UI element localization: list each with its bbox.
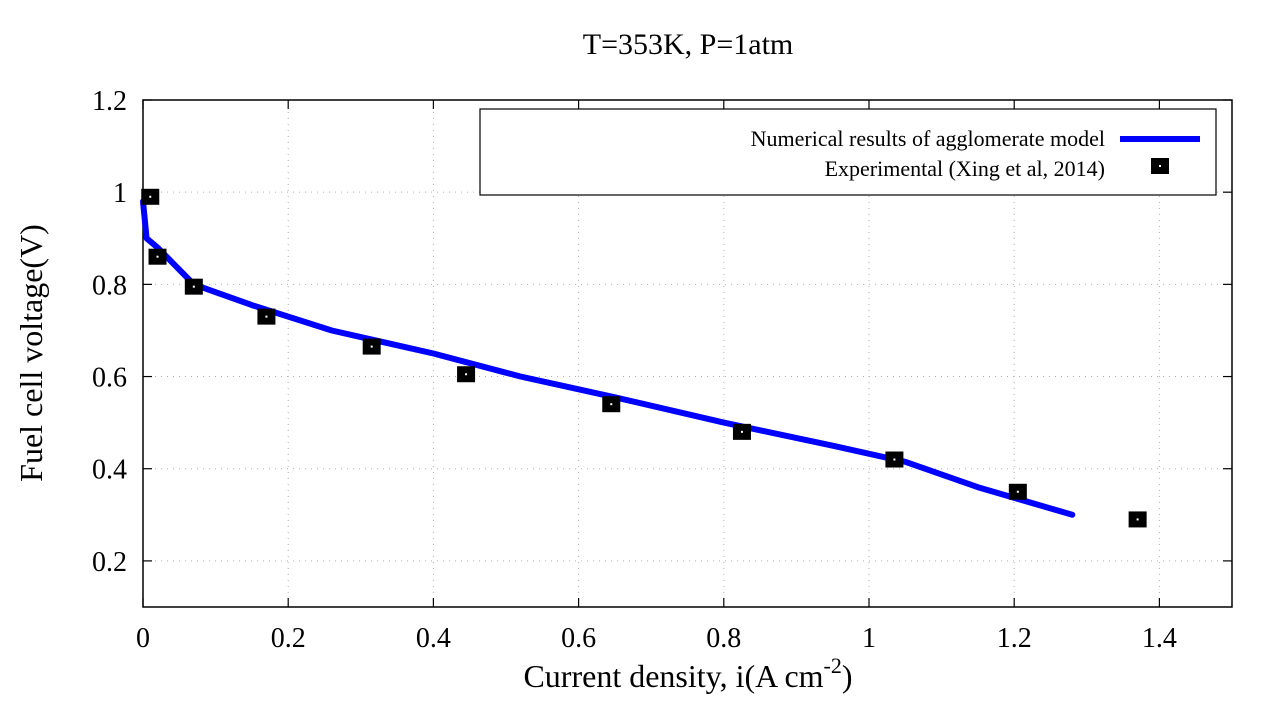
x-tick-label: 0.2 <box>271 623 306 654</box>
data-point-center <box>1136 518 1139 521</box>
data-point-center <box>265 315 268 318</box>
legend-swatch-experimental-dot <box>1159 165 1161 167</box>
x-tick-label: 1.4 <box>1142 623 1177 654</box>
data-point-center <box>156 255 159 258</box>
series-line-numerical <box>140 198 1076 518</box>
legend: Numerical results of agglomerate model E… <box>479 108 1217 196</box>
x-tick-label: 0 <box>136 623 150 654</box>
y-tick-label: 0.4 <box>92 455 127 486</box>
legend-label-numerical: Numerical results of agglomerate model <box>751 126 1105 151</box>
data-point-center <box>740 430 743 433</box>
chart-title: T=353K, P=1atm <box>583 28 794 61</box>
data-point-center <box>192 285 195 288</box>
x-tick-label: 0.8 <box>706 623 741 654</box>
data-point-center <box>370 345 373 348</box>
data-point-center <box>1016 490 1019 493</box>
legend-label-experimental: Experimental (Xing et al, 2014) <box>825 156 1105 181</box>
y-tick-label: 0.6 <box>92 363 127 394</box>
x-axis-title-sup: -2 <box>824 653 842 678</box>
plot-area <box>142 99 1233 608</box>
data-point-center <box>149 195 152 198</box>
y-axis-title: Fuel cell voltage(V) <box>13 224 49 482</box>
series-markers-experimental <box>141 188 1147 528</box>
data-point-center <box>465 373 468 376</box>
x-tick-label: 0.4 <box>416 623 451 654</box>
data-point-center <box>893 458 896 461</box>
x-tick-label: 1 <box>862 623 876 654</box>
x-axis-title-main: Current density, i(A cm <box>523 658 823 694</box>
x-axis-title-suffix: ) <box>842 658 853 694</box>
data-point-center <box>610 403 613 406</box>
y-tick-label: 1 <box>113 178 127 209</box>
x-axis-title: Current density, i(A cm-2) <box>523 653 852 694</box>
y-tick-label: 1.2 <box>92 86 127 117</box>
legend-box <box>479 108 1217 196</box>
x-tick-label: 1.2 <box>997 623 1032 654</box>
y-tick-label: 0.8 <box>92 270 127 301</box>
axis-ticks: 0 0.2 0.4 0.6 0.8 1 1.2 1.4 0.2 0.4 0.6 0.8 1 1.2 <box>92 86 1232 654</box>
x-tick-label: 0.6 <box>561 623 596 654</box>
y-tick-label: 0.2 <box>92 547 127 578</box>
